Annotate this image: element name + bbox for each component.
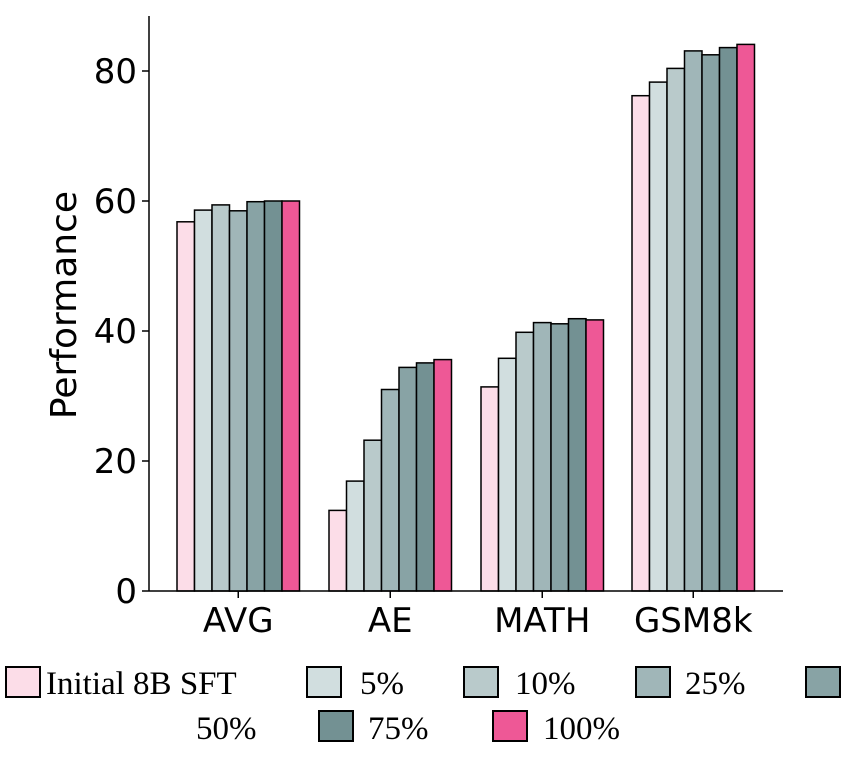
bar-avg-5 [246, 200, 266, 592]
bar-avg-3 [211, 204, 231, 592]
bar-avg-1 [176, 221, 196, 592]
bar-avg-7 [281, 200, 301, 592]
bar-ae-6 [415, 362, 435, 592]
bar-math-4 [532, 321, 552, 592]
bar-ae-3 [363, 439, 383, 592]
bar-math-7 [585, 319, 605, 592]
legend-label-4: 25% [685, 666, 746, 702]
bar-avg-2 [193, 209, 213, 592]
bar-ae-1 [328, 509, 348, 592]
bar-ae-5 [398, 366, 418, 592]
legend-swatch-1 [5, 666, 41, 698]
legend-label-5: 50% [196, 711, 257, 747]
bar-gsm8k-4 [683, 50, 703, 592]
bar-ae-4 [380, 388, 400, 592]
bar-ae-7 [433, 358, 453, 592]
x-category-label-gsm8k: GSM8k [634, 601, 753, 641]
bar-gsm8k-7 [736, 43, 756, 592]
x-category-label-ae: AE [368, 601, 413, 641]
y-tick-label: 20 [94, 442, 137, 482]
bar-math-3 [515, 331, 535, 592]
x-category-label-math: MATH [494, 601, 590, 641]
x-category-label-avg: AVG [203, 601, 274, 641]
legend-label-1: Initial 8B SFT [46, 666, 237, 702]
bar-gsm8k-3 [666, 67, 686, 592]
y-tick-label: 80 [94, 52, 137, 92]
legend-swatch-2 [306, 666, 342, 698]
bar-math-5 [550, 323, 570, 592]
x-categories-layer: AVG AE MATH GSM8k [203, 591, 753, 641]
legend-swatch-6 [318, 710, 354, 742]
legend-swatch-7 [492, 710, 528, 742]
y-ticks-layer: 0 20 40 60 80 [94, 52, 149, 612]
bar-gsm8k-6 [718, 46, 738, 592]
legend-swatch-4 [635, 666, 671, 698]
legend-label-3: 10% [515, 666, 576, 702]
bar-math-2 [497, 357, 517, 592]
y-axis-label: Performance [44, 191, 85, 419]
legend-swatch-5 [805, 666, 841, 698]
bar-ae-2 [345, 480, 365, 592]
bar-avg-6 [263, 200, 283, 592]
legend-swatch-3 [463, 666, 499, 698]
y-tick-label: 60 [94, 182, 137, 222]
legend-label-6: 75% [368, 711, 429, 747]
bar-math-1 [480, 386, 500, 592]
legend: Initial 8B SFT 5% 10% 25% 50% 75% 100% [5, 666, 841, 747]
legend-label-7: 100% [543, 711, 620, 747]
axes-layer [148, 16, 783, 592]
bar-math-6 [567, 317, 587, 592]
legend-label-2: 5% [360, 666, 404, 702]
bar-gsm8k-5 [701, 54, 721, 592]
y-tick-label: 0 [115, 572, 137, 612]
y-tick-label: 40 [94, 312, 137, 352]
bar-avg-4 [228, 210, 248, 592]
bar-gsm8k-2 [648, 81, 668, 592]
bars-layer [176, 43, 756, 592]
bar-gsm8k-1 [631, 94, 651, 592]
